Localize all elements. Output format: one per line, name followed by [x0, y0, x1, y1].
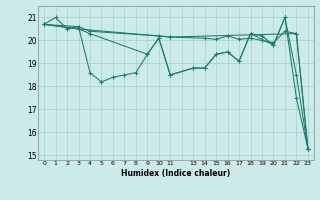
X-axis label: Humidex (Indice chaleur): Humidex (Indice chaleur): [121, 169, 231, 178]
